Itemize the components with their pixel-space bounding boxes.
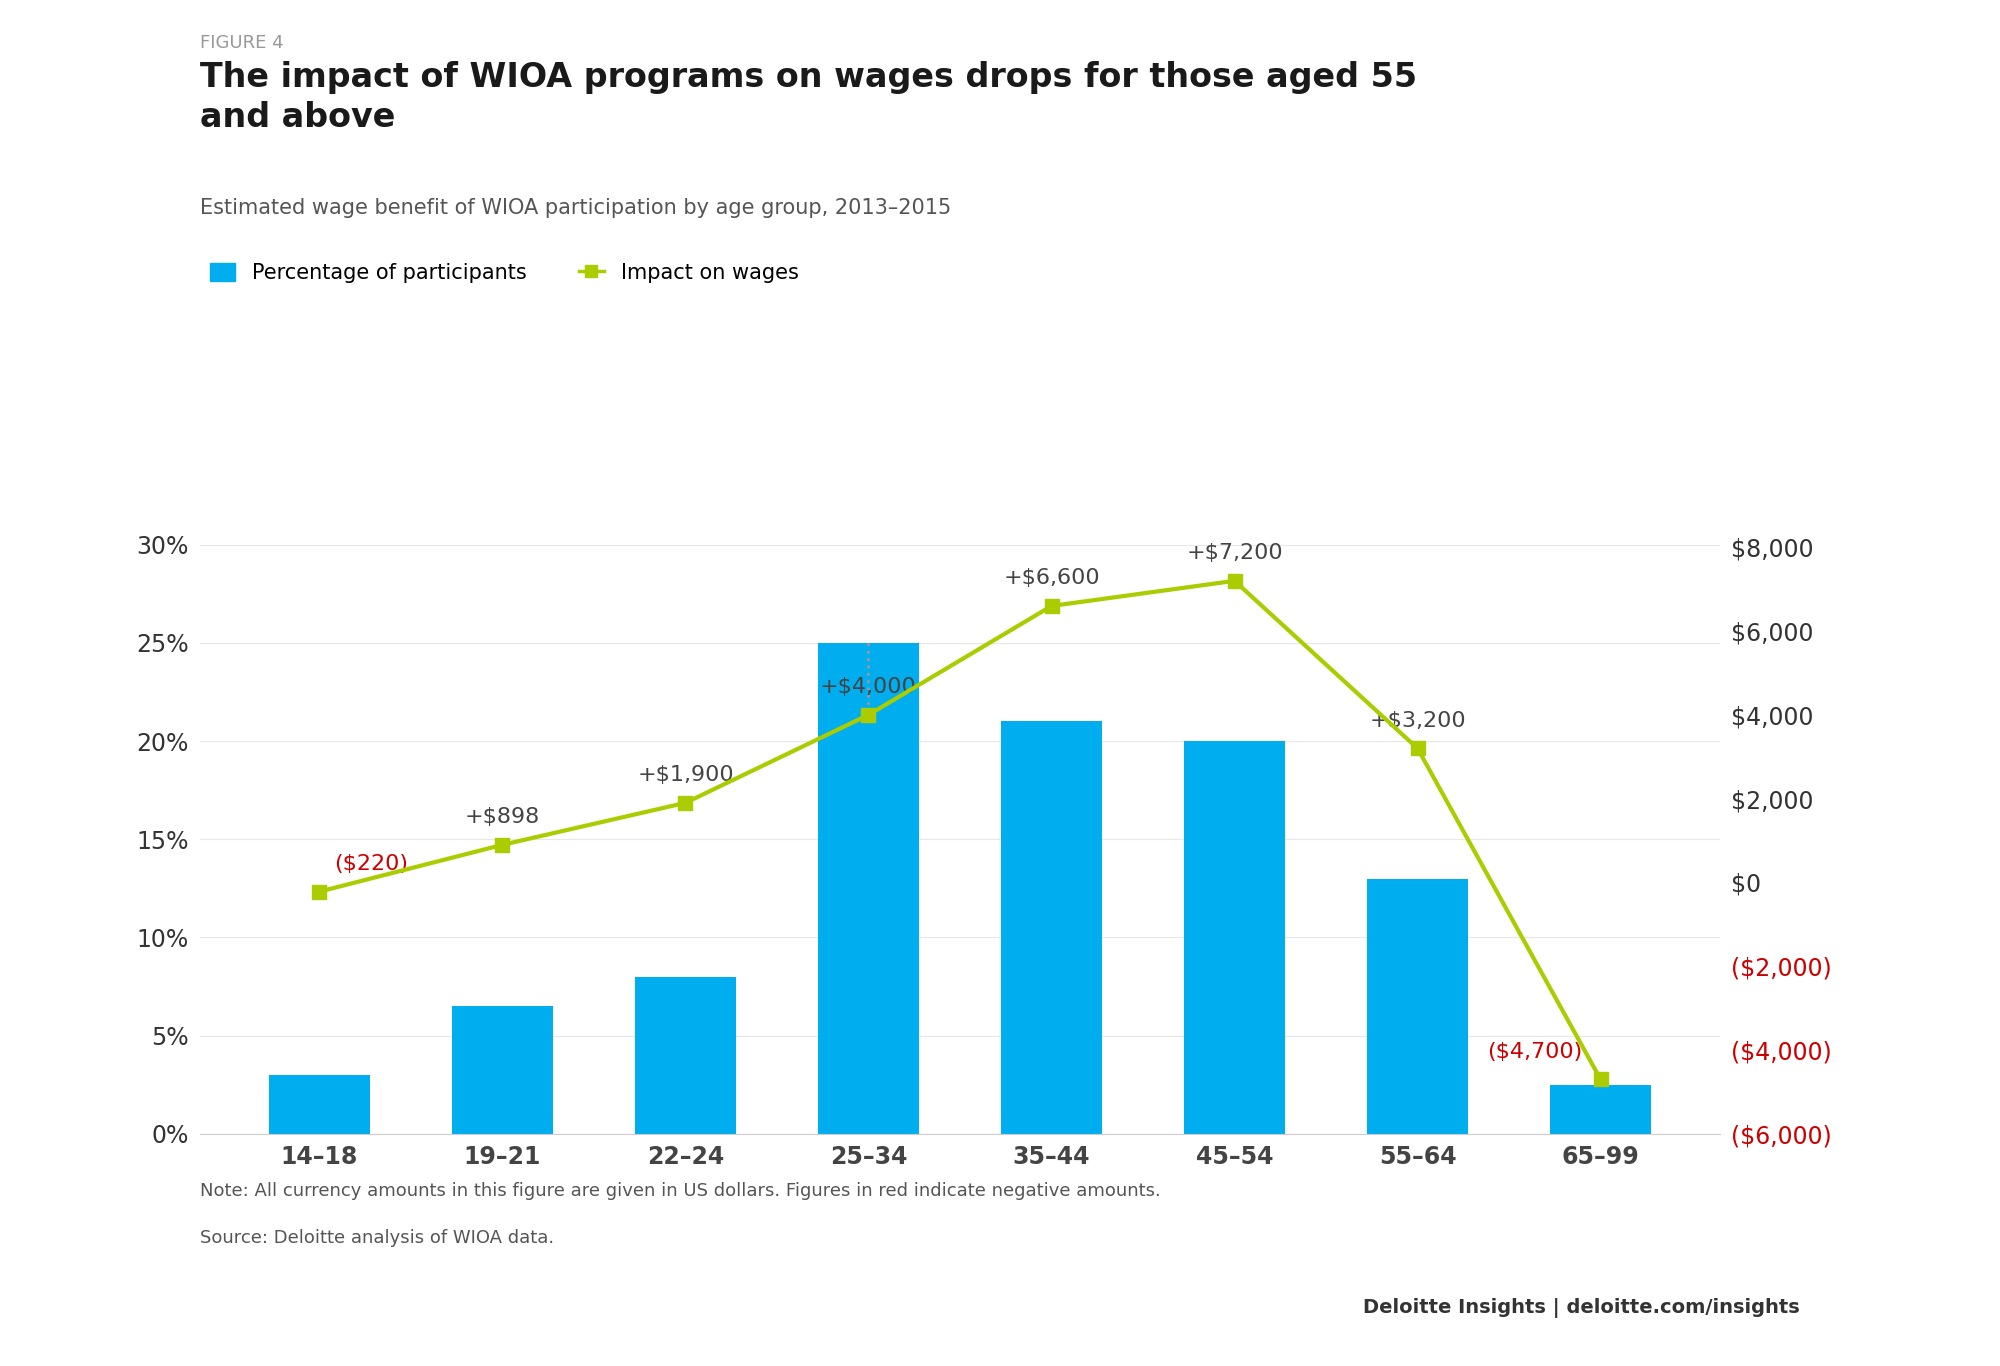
Text: Estimated wage benefit of WIOA participation by age group, 2013–2015: Estimated wage benefit of WIOA participa…: [200, 198, 952, 219]
Bar: [452, 1007, 552, 1134]
Text: The impact of WIOA programs on wages drops for those aged 55
and above: The impact of WIOA programs on wages dro…: [200, 61, 1418, 134]
Text: Source: Deloitte analysis of WIOA data.: Source: Deloitte analysis of WIOA data.: [200, 1229, 554, 1247]
Legend: Percentage of participants, Impact on wages: Percentage of participants, Impact on wa…: [210, 264, 798, 283]
Text: ($4,700): ($4,700): [1488, 1042, 1582, 1061]
Text: Deloitte Insights | deloitte.com/insights: Deloitte Insights | deloitte.com/insight…: [1364, 1298, 1800, 1318]
Bar: [818, 643, 918, 1134]
Text: +$898: +$898: [464, 807, 540, 828]
Bar: [1368, 878, 1468, 1134]
Text: +$4,000: +$4,000: [820, 678, 916, 697]
Text: ($220): ($220): [334, 854, 408, 874]
Bar: [1002, 721, 1102, 1134]
Text: +$7,200: +$7,200: [1186, 544, 1282, 563]
Text: Note: All currency amounts in this figure are given in US dollars. Figures in re: Note: All currency amounts in this figur…: [200, 1182, 1160, 1199]
Text: FIGURE 4: FIGURE 4: [200, 34, 284, 52]
Bar: [1550, 1085, 1650, 1134]
Text: +$3,200: +$3,200: [1370, 710, 1466, 731]
Bar: [1184, 740, 1284, 1134]
Text: +$1,900: +$1,900: [638, 765, 734, 785]
Bar: [636, 977, 736, 1134]
Bar: [270, 1075, 370, 1134]
Text: +$6,600: +$6,600: [1004, 568, 1100, 589]
